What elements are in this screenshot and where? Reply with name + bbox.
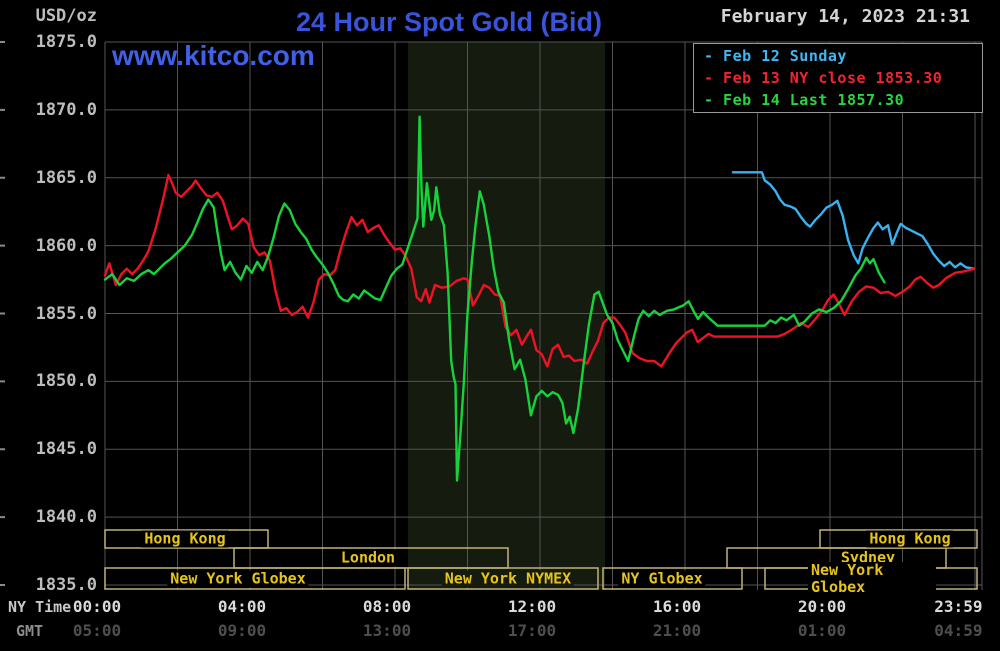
y-tick-label: 1870.0 [35, 99, 97, 120]
x-tick-ny-time: 08:00 [362, 597, 412, 616]
legend: - Feb 12 Sunday - Feb 13 NY close 1853.30… [693, 43, 983, 113]
session-label-ny-globex: NY Globex [618, 570, 706, 587]
session-box [104, 567, 406, 590]
y-axis-unit-label: USD/oz [35, 6, 97, 26]
kitco-watermark: www.kitco.com [112, 40, 315, 71]
x-tick-ny-time: 16:00 [652, 597, 702, 616]
session-label-new-york-globex: New York Globex [808, 561, 936, 596]
x-tick-ny-time: 23:59 [934, 597, 983, 616]
x-tick-ny-time: 20:00 [797, 597, 847, 616]
session-label-london: London [337, 549, 399, 567]
session-label-hong-kong: Hong Kong [141, 530, 229, 548]
x-tick-gmt: 01:00 [797, 621, 847, 640]
y-tick-label: 1855.0 [35, 303, 97, 324]
session-box [407, 567, 599, 590]
x-tick-gmt: 13:00 [362, 621, 412, 640]
x-tick-gmt: 17:00 [507, 621, 557, 640]
x-tick-gmt: 04:59 [934, 621, 983, 640]
x-tick-gmt: 09:00 [217, 621, 267, 640]
chart-timestamp: February 14, 2023 21:31 [720, 6, 970, 27]
series-line-feb-12-sunday [731, 171, 976, 270]
legend-item-feb-13-ny-close-1853-30: - Feb 13 NY close 1853.30 [704, 69, 943, 87]
y-tick-label: 1865.0 [35, 167, 97, 188]
session-label-new-york-globex: New York Globex [167, 570, 309, 587]
x-tick-ny-time: 12:00 [507, 597, 557, 616]
session-box [104, 529, 269, 549]
x-tick-gmt: 05:00 [72, 621, 122, 640]
session-box [602, 567, 743, 590]
y-tick-label: 1860.0 [35, 235, 97, 256]
x-tick-ny-time: 04:00 [217, 597, 267, 616]
session-label-new-york-nymex: New York NYMEX [441, 570, 575, 587]
y-tick-label: 1845.0 [35, 439, 97, 460]
x-tick-ny-time: 00:00 [72, 597, 122, 616]
y-tick-label: 1840.0 [35, 507, 97, 528]
legend-item-feb-14-last-1857-30: - Feb 14 Last 1857.30 [704, 91, 905, 109]
y-tick-label: 1850.0 [35, 371, 97, 392]
series-line-feb-14-last-1857-30 [103, 115, 886, 482]
x-axis-ny-time-caption: NY Time [8, 598, 72, 616]
y-tick-label: 1835.0 [35, 575, 97, 595]
x-tick-gmt: 21:00 [652, 621, 702, 640]
session-label-hong-kong: Hong Kong [866, 530, 954, 548]
y-tick-label: 1875.0 [35, 32, 97, 52]
page-title: 24 Hour Spot Gold (Bid) [296, 7, 602, 37]
series-line-feb-13-ny-close-1853-30 [103, 173, 976, 368]
x-axis-gmt-caption: GMT [16, 622, 44, 640]
legend-item-feb-12-sunday: - Feb 12 Sunday [704, 47, 847, 65]
